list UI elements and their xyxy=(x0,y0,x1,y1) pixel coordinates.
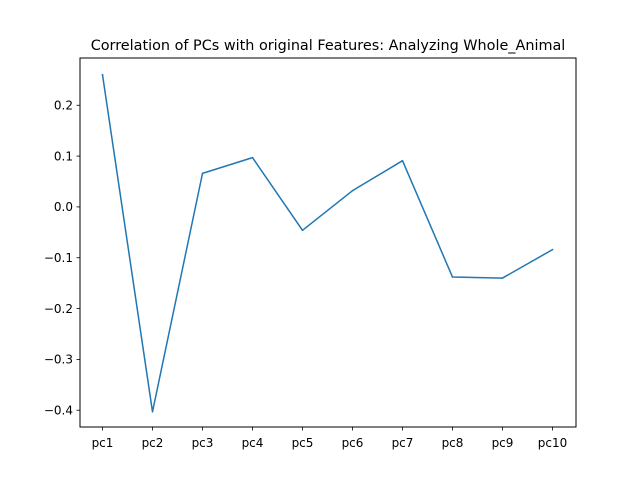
data-point xyxy=(551,248,554,251)
plot-area-frame xyxy=(79,57,577,428)
y-tick-label: −0.4 xyxy=(44,403,73,417)
y-tick-label: −0.3 xyxy=(44,353,73,367)
y-tick-label: 0.1 xyxy=(54,149,73,163)
data-point xyxy=(301,229,304,232)
x-tick-label: pc1 xyxy=(92,436,114,450)
x-tick-label: pc4 xyxy=(242,436,264,450)
data-point xyxy=(101,74,104,76)
data-point xyxy=(451,276,454,278)
x-tick-label: pc8 xyxy=(442,436,464,450)
x-tick-label: pc9 xyxy=(492,436,514,450)
series-line xyxy=(101,73,554,413)
data-point xyxy=(401,159,404,162)
data-point xyxy=(151,411,154,413)
x-tick-label: pc7 xyxy=(392,436,414,450)
data-point xyxy=(251,156,254,159)
y-tick-label: 0.2 xyxy=(54,98,73,112)
y-tick-label: −0.1 xyxy=(44,251,73,265)
chart-title: Correlation of PCs with original Feature… xyxy=(91,38,566,54)
x-tick-label: pc3 xyxy=(192,436,214,450)
x-axis: pc1 pc2 pc3 pc4 pc5 pc6 pc7 pc8 pc9 pc10 xyxy=(92,427,567,450)
x-tick-label: pc10 xyxy=(538,436,567,450)
data-point xyxy=(201,172,204,175)
y-tick-label: −0.2 xyxy=(44,302,73,316)
x-tick-label: pc5 xyxy=(292,436,314,450)
series-layer xyxy=(101,73,554,413)
y-tick-label: 0.0 xyxy=(54,200,73,214)
x-tick-label: pc2 xyxy=(142,436,164,450)
y-axis: 0.2 0.1 0.0 −0.1 −0.2 −0.3 −0.4 xyxy=(44,98,80,417)
data-point xyxy=(501,277,504,279)
x-tick-label: pc6 xyxy=(342,436,364,450)
data-point xyxy=(351,189,354,192)
